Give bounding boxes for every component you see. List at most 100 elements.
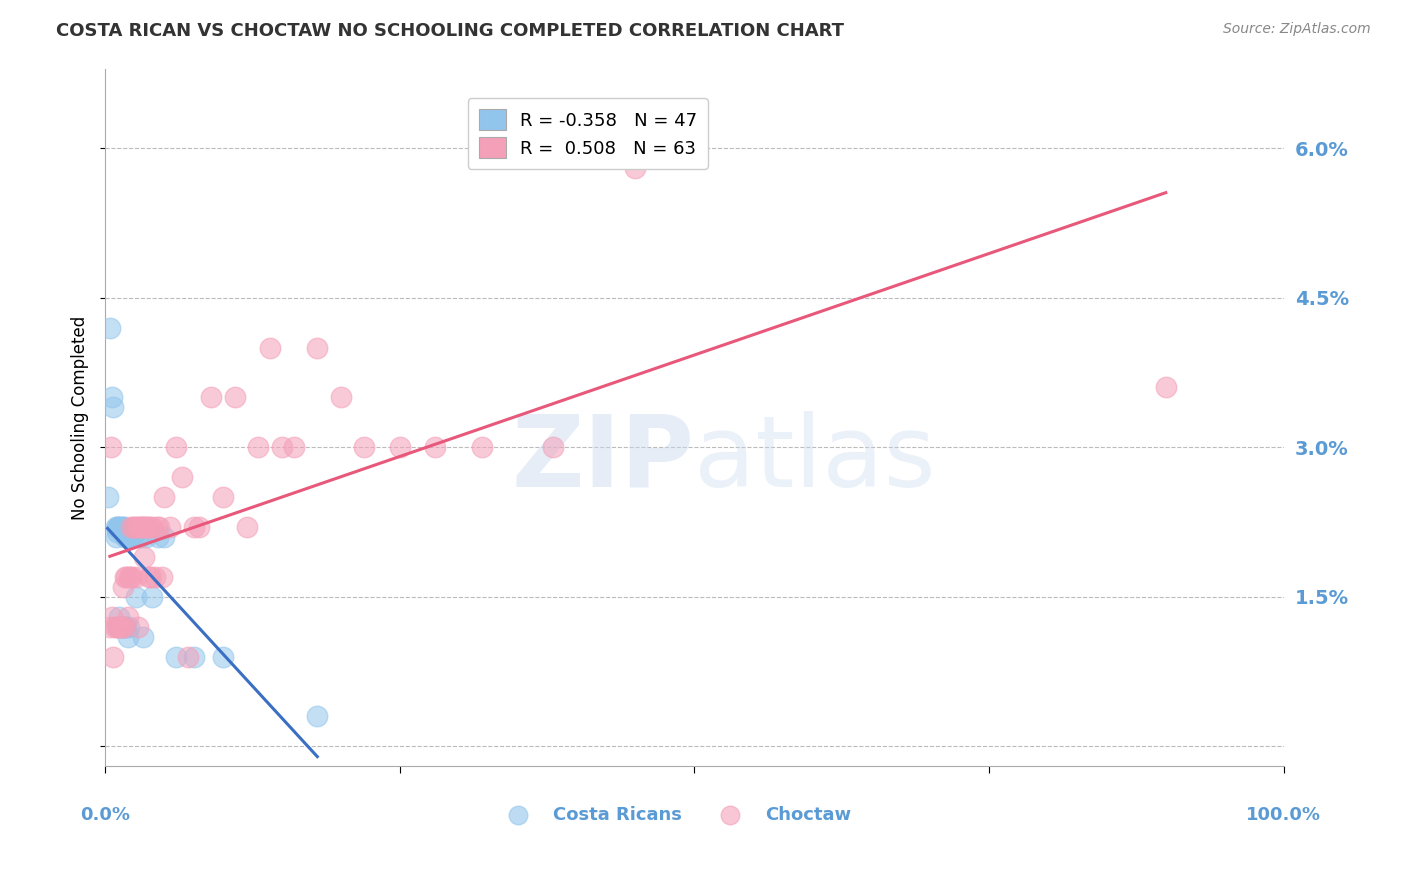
Point (141, 520, 163, 534)
Point (111, 524, 134, 539)
Point (170, 470, 193, 484)
Point (105, 520, 128, 534)
Point (131, 520, 153, 534)
Legend: R = -0.358   N = 47, R =  0.508   N = 63: R = -0.358 N = 47, R = 0.508 N = 63 (468, 98, 709, 169)
Point (110, 620, 132, 634)
Point (127, 620, 149, 634)
Point (135, 520, 157, 534)
Point (107, 620, 129, 634)
Point (165, 649, 187, 664)
Point (212, 649, 235, 664)
Point (141, 570, 163, 584)
Point (165, 440, 187, 454)
Point (148, 520, 170, 534)
Point (307, 341, 329, 355)
Text: 100.0%: 100.0% (1246, 806, 1322, 824)
Point (103, 649, 125, 664)
Point (118, 524, 141, 539)
Point (141, 590, 163, 604)
Point (200, 391, 222, 405)
Point (224, 391, 246, 405)
Point (120, 520, 142, 534)
Point (146, 520, 169, 534)
Point (471, 440, 494, 454)
Point (104, 620, 127, 634)
Point (136, 520, 159, 534)
Point (107, 520, 129, 534)
Point (124, 524, 146, 539)
Point (111, 524, 134, 539)
Point (108, 520, 131, 534)
Point (104, 530, 127, 544)
Text: ZIP: ZIP (512, 410, 695, 508)
Point (153, 530, 176, 544)
Point (100, 440, 122, 454)
Point (118, 620, 141, 634)
Point (153, 490, 176, 504)
Point (97, 490, 120, 504)
Point (138, 570, 160, 584)
Text: Costa Ricans: Costa Ricans (553, 806, 682, 824)
Point (108, 620, 131, 634)
Point (353, 440, 375, 454)
Point (114, 620, 136, 634)
Point (329, 391, 352, 405)
Point (307, 709, 329, 723)
Point (541, 440, 564, 454)
Point (271, 440, 294, 454)
Text: COSTA RICAN VS CHOCTAW NO SCHOOLING COMPLETED CORRELATION CHART: COSTA RICAN VS CHOCTAW NO SCHOOLING COMP… (56, 22, 844, 40)
Point (134, 520, 156, 534)
Point (112, 520, 135, 534)
Point (183, 520, 205, 534)
Point (110, 620, 132, 634)
Point (139, 520, 162, 534)
Point (118, 530, 141, 544)
Point (124, 520, 146, 534)
Point (103, 401, 125, 415)
Point (121, 530, 143, 544)
Point (259, 341, 281, 355)
Point (105, 620, 128, 634)
Point (1154, 380, 1177, 394)
Point (111, 620, 134, 634)
Point (98, 320, 121, 334)
Point (110, 520, 132, 534)
Point (117, 630, 139, 644)
Point (624, 161, 647, 176)
Y-axis label: No Schooling Completed: No Schooling Completed (72, 315, 89, 519)
Point (247, 440, 270, 454)
Point (212, 490, 235, 504)
Text: atlas: atlas (695, 410, 936, 508)
Point (118, 570, 141, 584)
Point (111, 520, 134, 534)
Point (114, 530, 136, 544)
Point (159, 520, 181, 534)
Text: 0.0%: 0.0% (80, 806, 131, 824)
Point (120, 530, 142, 544)
Point (111, 620, 134, 634)
Point (132, 630, 155, 644)
Point (128, 520, 150, 534)
Point (135, 530, 157, 544)
Point (115, 530, 138, 544)
Point (121, 570, 143, 584)
Point (127, 530, 149, 544)
Point (125, 520, 148, 534)
Point (105, 524, 128, 539)
Point (112, 620, 135, 634)
Point (188, 520, 211, 534)
Point (114, 570, 136, 584)
Point (101, 391, 124, 405)
Point (112, 524, 135, 539)
Point (143, 570, 166, 584)
Point (111, 580, 134, 594)
Point (104, 520, 127, 534)
Point (283, 440, 305, 454)
Point (118, 570, 141, 584)
Text: Choctaw: Choctaw (765, 806, 851, 824)
Point (125, 590, 148, 604)
Point (129, 520, 152, 534)
Point (132, 549, 155, 564)
Point (98, 620, 121, 634)
Point (117, 609, 139, 624)
